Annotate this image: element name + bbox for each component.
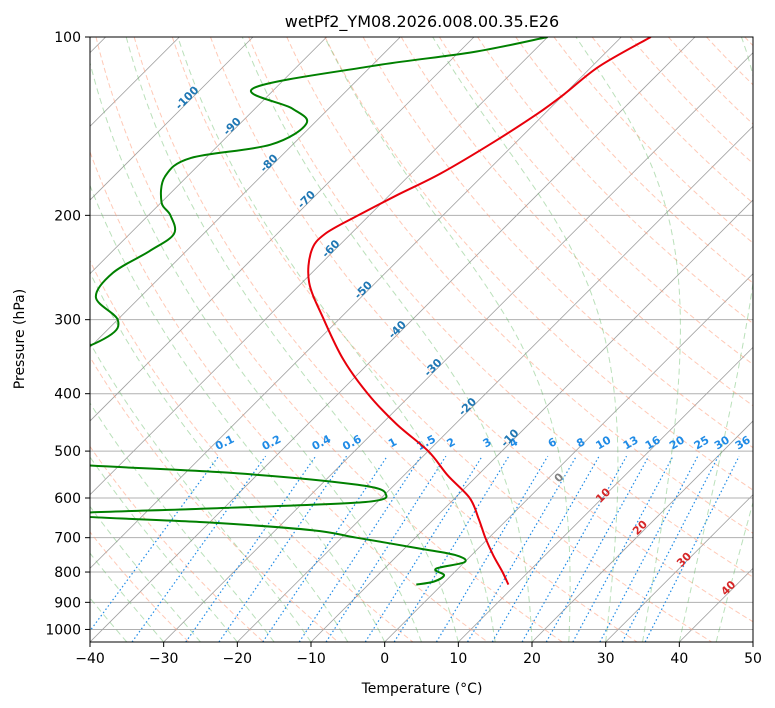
dry-adiabat (286, 37, 753, 534)
x-tick-label: −30 (149, 651, 179, 667)
y-tick-label: 900 (54, 595, 81, 611)
isotherm-line (237, 125, 753, 642)
isotherm-line (384, 273, 753, 642)
mixing-ratio-line (621, 455, 719, 642)
moist-adiabat (90, 184, 386, 642)
dry-adiabat (400, 37, 753, 407)
dewpoint-profile (90, 37, 548, 586)
isotherm-line (90, 37, 696, 642)
isotherm-line (90, 37, 327, 275)
moist-adiabat (715, 500, 753, 642)
isotherm-line (90, 37, 622, 569)
moist-adiabat (177, 37, 496, 642)
dry-adiabat (324, 37, 753, 491)
isotherm-line (163, 52, 753, 642)
x-tick-label: 50 (744, 651, 762, 667)
dry-adiabat (210, 37, 753, 623)
dry-adiabat (515, 37, 753, 284)
dry-adiabat (438, 37, 753, 366)
moist-adiabat (90, 505, 201, 642)
isotherm-line (90, 37, 548, 496)
plot-frame (89, 36, 754, 643)
x-tick-label: 30 (597, 651, 615, 667)
isotherm-line (458, 346, 753, 642)
mixing-ratio-line (599, 455, 699, 642)
moist-adiabat (90, 60, 422, 642)
y-tick-label: 200 (54, 208, 81, 224)
mixing-ratio-line (298, 455, 422, 642)
isotherm-line (605, 494, 753, 642)
temperature-profile (307, 37, 652, 586)
y-tick-label: 700 (54, 531, 81, 547)
mixing-ratio-line (218, 455, 348, 642)
mixing-ratio-line (545, 455, 650, 642)
dry-adiabat (248, 37, 753, 578)
y-tick-label: 1000 (45, 622, 81, 638)
mixing-ratio-line (364, 455, 483, 642)
x-tick-label: 40 (670, 651, 688, 667)
x-tick-label: 0 (380, 651, 389, 667)
mixing-ratio-line (435, 455, 549, 642)
moist-adiabat (90, 271, 349, 642)
dry-adiabat (90, 259, 414, 642)
dry-adiabat (90, 445, 264, 642)
x-tick-label: −20 (223, 651, 253, 667)
dry-adiabat (90, 150, 488, 642)
x-axis: −40 −30 −20 −10 0 10 20 30 40 50 (75, 642, 762, 667)
isotherm-line (90, 37, 401, 348)
y-tick-label: 800 (54, 565, 81, 581)
moist-adiabat (125, 37, 459, 642)
dry-adiabat (90, 356, 339, 642)
y-tick-label: 600 (54, 491, 81, 507)
isotherm-line (90, 37, 254, 201)
mixing-ratio-line (262, 455, 388, 642)
y-tick-label: 500 (54, 444, 81, 460)
x-tick-label: −10 (296, 651, 326, 667)
mixing-ratio-line (644, 455, 740, 642)
y-axis-title: Pressure (hPa) (12, 289, 28, 389)
isotherm-line (531, 420, 753, 642)
chart-title: wetPf2_YM08.2026.008.00.35.E26 (285, 12, 559, 32)
x-tick-label: −40 (75, 651, 105, 667)
dry-adiabat (95, 37, 563, 642)
x-tick-label: 10 (449, 651, 467, 667)
y-tick-label: 300 (54, 313, 81, 329)
mixing-ratio-line (90, 455, 220, 632)
y-axis: 100 200 300 400 500 600 700 800 900 1000 (45, 30, 90, 638)
moist-adiabat (678, 37, 753, 642)
dry-adiabat (171, 37, 712, 642)
x-axis-title: Temperature (°C) (361, 681, 483, 697)
moist-adiabat (90, 402, 275, 642)
mixing-ratio-line (393, 455, 510, 642)
dry-adiabat (133, 37, 638, 642)
moist-adiabat (575, 37, 681, 642)
moist-adiabat (324, 37, 571, 642)
y-tick-label: 100 (54, 30, 81, 46)
x-tick-label: 20 (523, 651, 541, 667)
isotherm-line (90, 37, 475, 422)
dry-adiabat (553, 37, 753, 244)
dry-adiabat (362, 37, 753, 449)
moist-adiabat (90, 456, 238, 642)
y-tick-label: 400 (54, 387, 81, 403)
mixing-ratio-line (325, 455, 447, 642)
mixing-ratio-line (185, 455, 317, 642)
dry-adiabat (629, 37, 753, 165)
